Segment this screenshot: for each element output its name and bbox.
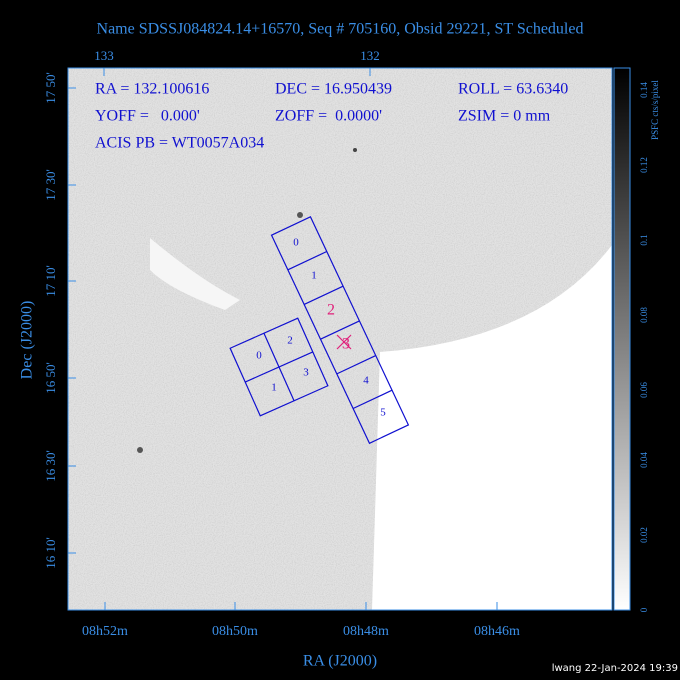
top-tick-label: 133	[94, 48, 114, 63]
chip-label: 1	[271, 382, 277, 394]
colorbar-label: PSFC cts/s/pixel	[650, 80, 660, 140]
y-axis-label: Dec (J2000)	[19, 301, 36, 380]
chip-label: 0	[293, 237, 299, 249]
sky-image	[68, 68, 612, 610]
colorbar-tick-label: 0	[639, 607, 649, 612]
chip-label: 1	[311, 270, 317, 282]
colorbar-tick-label: 0.02	[639, 527, 649, 543]
colorbar-tick-label: 0.1	[639, 234, 649, 245]
info-line: RA = 132.100616	[95, 81, 209, 98]
info-line: YOFF = 0.000'	[95, 108, 200, 125]
target-marker	[336, 334, 352, 350]
info-line: ZOFF = 0.0000'	[275, 108, 382, 125]
chip-label: 4	[363, 375, 369, 387]
info-line: DEC = 16.950439	[275, 81, 392, 98]
colorbar-tick-label: 0.08	[639, 307, 649, 323]
colorbar	[613, 67, 631, 611]
chip-chain	[270, 216, 410, 445]
y-tick-label: 16 30'	[43, 450, 58, 482]
info-line: ACIS PB = WT0057A034	[95, 135, 264, 152]
y-tick-label: 17 30'	[43, 169, 58, 201]
info-line: ZSIM = 0 mm	[458, 108, 551, 125]
chip-label: 2	[287, 335, 293, 347]
colorbar-tick-label: 0.06	[639, 382, 649, 398]
y-tick-label: 16 10'	[43, 537, 58, 569]
top-tick-label: 132	[360, 48, 380, 63]
chip-label: 0	[256, 350, 262, 362]
plot-frame	[67, 67, 613, 611]
chip-label: 5	[380, 407, 386, 419]
x-tick-label: 08h48m	[343, 624, 389, 639]
colorbar-tick-label: 0.14	[639, 82, 649, 98]
y-tick-label: 17 10'	[43, 265, 58, 297]
y-tick-label: 17 50'	[43, 72, 58, 104]
chip-array	[229, 317, 329, 417]
title: Name SDSSJ084824.14+16570, Seq # 705160,…	[97, 21, 584, 38]
x-tick-label: 08h46m	[474, 624, 520, 639]
x-tick-label: 08h50m	[212, 624, 258, 639]
colorbar-tick-label: 0.12	[639, 157, 649, 173]
footer: lwang 22-Jan-2024 19:39	[552, 663, 678, 674]
info-line: ROLL = 63.6340	[458, 81, 568, 98]
chip-label: 3	[303, 367, 309, 379]
chip-label: 3	[342, 336, 350, 353]
colorbar-tick-label: 0.04	[639, 452, 649, 468]
chip-label: 2	[327, 302, 335, 319]
x-tick-label: 08h52m	[82, 624, 128, 639]
y-tick-label: 16 50'	[43, 362, 58, 394]
x-axis-label: RA (J2000)	[303, 653, 377, 670]
